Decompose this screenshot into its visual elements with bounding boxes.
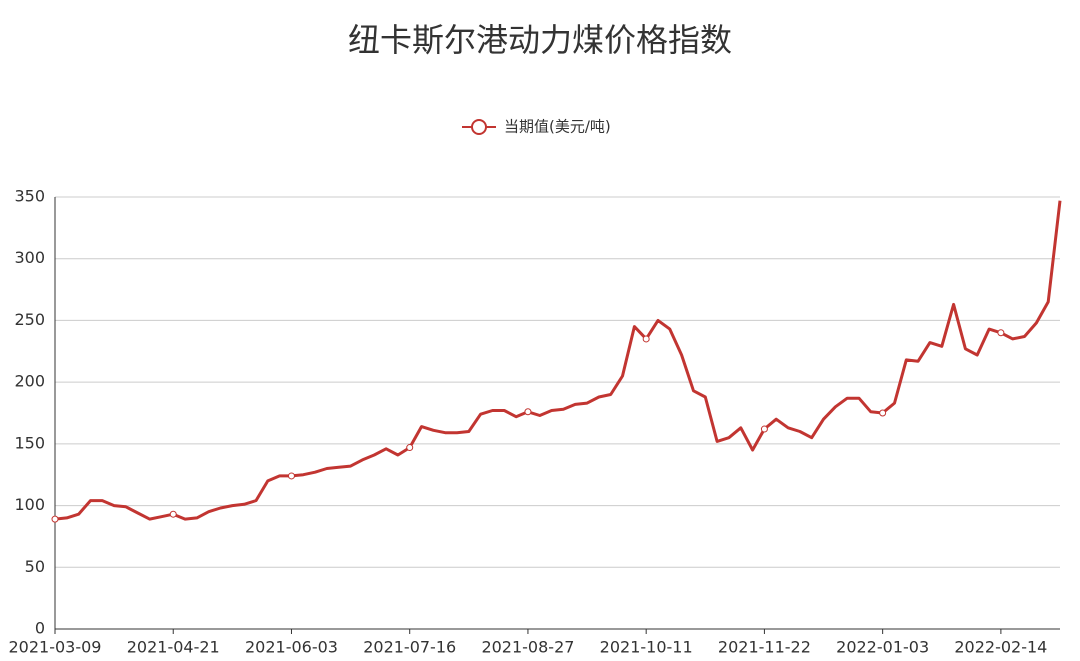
point — [51, 515, 59, 523]
point — [642, 335, 650, 343]
point — [879, 409, 887, 417]
y-tick-label: 100 — [14, 495, 45, 514]
y-tick-label: 150 — [14, 433, 45, 452]
x-tick-label: 2021-03-09 — [9, 638, 102, 657]
point — [524, 408, 532, 416]
y-tick-label: 250 — [14, 310, 45, 329]
x-tick-label: 2022-01-03 — [836, 638, 929, 657]
x-tick-label: 2021-11-22 — [718, 638, 811, 657]
x-tick-label: 2021-08-27 — [481, 638, 574, 657]
y-tick-label: 300 — [14, 248, 45, 267]
y-tick-label: 0 — [35, 619, 45, 638]
chart-title: 纽卡斯尔港动力煤价格指数 — [348, 21, 732, 59]
point — [760, 425, 768, 433]
point — [997, 329, 1005, 337]
x-tick-label: 2021-07-16 — [363, 638, 456, 657]
y-tick-label: 50 — [25, 557, 45, 576]
point — [169, 510, 177, 518]
x-tick-label: 2021-10-11 — [600, 638, 693, 657]
line — [54, 200, 1062, 521]
point — [406, 444, 414, 452]
y-tick-label: 350 — [14, 187, 45, 206]
x-tick-label: 2022-02-14 — [954, 638, 1047, 657]
x-tick-label: 2021-06-03 — [245, 638, 338, 657]
legend-marker — [471, 119, 487, 135]
x-tick-label: 2021-04-21 — [127, 638, 220, 657]
legend-label: 当期值(美元/吨) — [504, 118, 611, 136]
point — [287, 472, 295, 480]
y-tick-label: 200 — [14, 372, 45, 391]
